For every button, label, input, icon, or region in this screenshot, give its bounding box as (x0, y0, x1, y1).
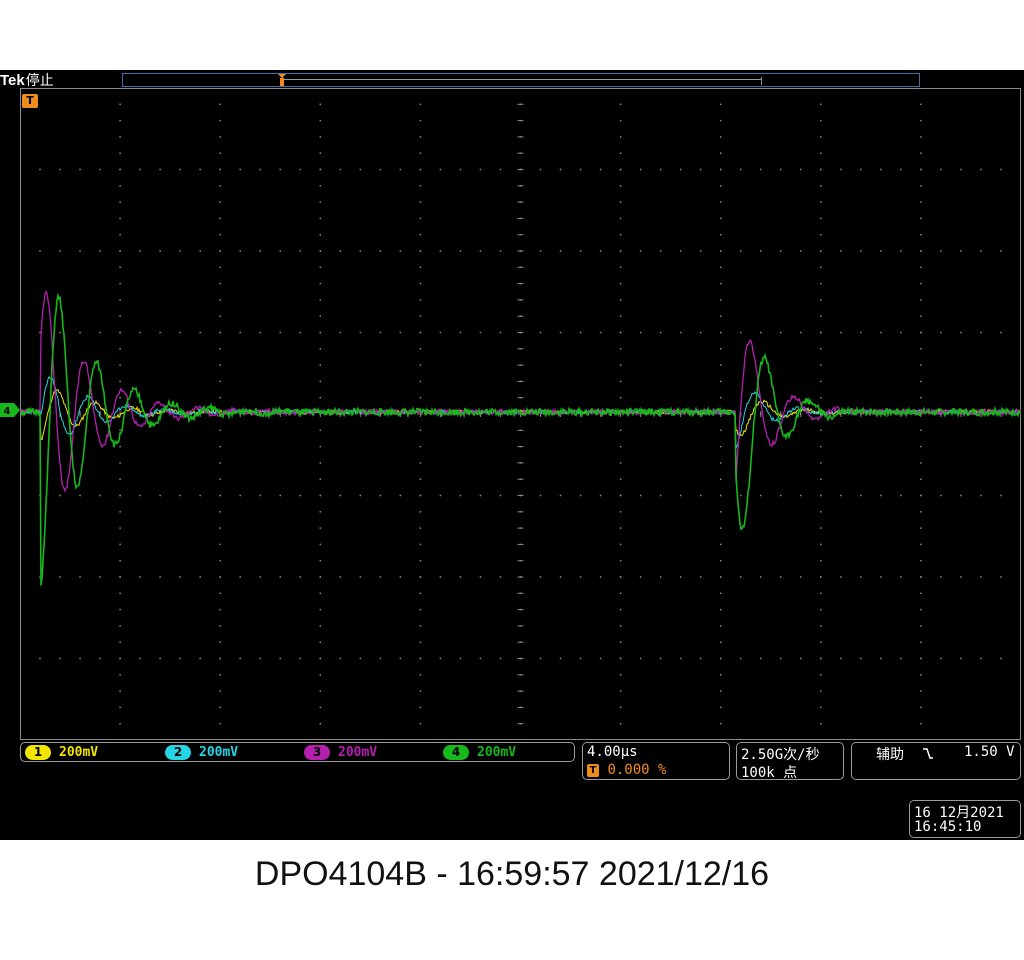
scope-screen (0, 70, 1024, 840)
record-length: 100k 点 (741, 765, 798, 781)
screenshot-caption: DPO4104B - 16:59:57 2021/12/16 (254, 855, 770, 893)
ch2-badge: 2 (165, 745, 191, 760)
ch2-scale: 200mV (199, 745, 239, 760)
ch1-readout[interactable]: 1 200mV (25, 745, 98, 761)
timebase-scale: 4.00µs (587, 744, 638, 760)
ch3-badge: 3 (304, 745, 330, 760)
ch4-scale: 200mV (477, 745, 517, 760)
run-status: 停止 (25, 73, 54, 89)
record-view-window (282, 77, 762, 85)
ch3-scale: 200mV (338, 745, 378, 760)
trigger-time-marker[interactable]: T (22, 94, 38, 108)
date-text: 16 12月2021 (914, 805, 1004, 821)
waveform-traces (20, 290, 1021, 586)
trigger-level: 1.50 V (964, 744, 1015, 760)
waveform-display (20, 88, 1021, 740)
timebase-readout[interactable]: 4.00µs T 0.000 % (582, 742, 730, 780)
ch1-badge: 1 (25, 745, 51, 760)
sample-rate: 2.50G次/秒 (741, 747, 820, 763)
status-bar: Tek停止 (0, 70, 54, 90)
ch4-readout[interactable]: 4 200mV (443, 745, 516, 761)
trigger-source: 辅助 (876, 747, 904, 763)
time-text: 16:45:10 (914, 819, 982, 835)
channel-readout-bar: 1 200mV 2 200mV 3 200mV 4 200mV (20, 742, 575, 762)
ch4-badge: 4 (443, 745, 469, 760)
trigger-marker-icon: T (587, 763, 599, 777)
brand-logo: Tek (0, 72, 25, 89)
ch2-readout[interactable]: 2 200mV (165, 745, 238, 761)
trigger-position-value: 0.000 % (607, 762, 667, 778)
trigger-readout[interactable]: 辅助 1.50 V (851, 742, 1021, 780)
trigger-position-icon (278, 74, 286, 86)
acquisition-readout[interactable]: 2.50G次/秒 100k 点 (736, 742, 844, 781)
ch3-readout[interactable]: 3 200mV (304, 745, 377, 761)
ch1-scale: 200mV (59, 745, 99, 760)
ch4-ground-marker[interactable]: 4 (0, 403, 20, 417)
trigger-position-readout: T 0.000 % (587, 762, 666, 778)
graticule-grid (20, 88, 1021, 740)
falling-edge-icon (923, 748, 933, 759)
ch4-marker-label: 4 (4, 406, 11, 417)
record-view-bar (122, 73, 920, 87)
record-view-line (282, 79, 762, 80)
datetime-readout: 16 12月2021 16:45:10 (909, 800, 1021, 838)
